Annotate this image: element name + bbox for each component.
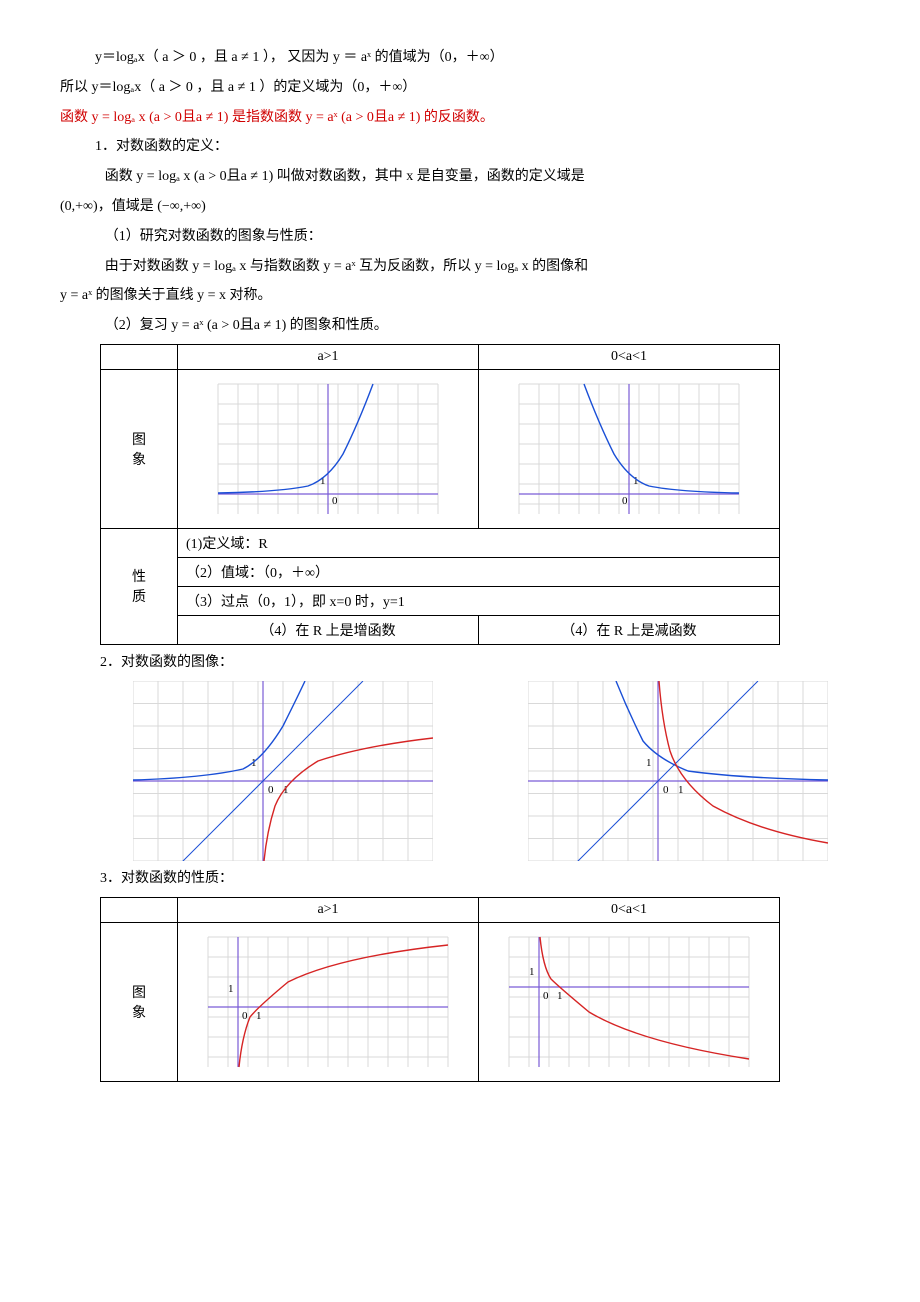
svg-text:1: 1: [228, 983, 234, 995]
intro-line2: 所以 y＝logₐx（ a ＞ 0 ，且 a ≠ 1 ）的定义域为（0，＋∞）: [60, 76, 860, 100]
svg-text:1: 1: [678, 784, 684, 796]
exp-chart-a-gt-1: 1 0: [178, 369, 479, 528]
sec1-p2: （1）研究对数函数的图象与性质：: [60, 225, 860, 249]
tbl1-prop2: （2）值域：（0，＋∞）: [178, 558, 779, 587]
sec1-p1: 函数 y = logₐ x (a > 0且a ≠ 1) 叫做对数函数，其中 x …: [60, 165, 860, 189]
log-inverse-a-gt-1: 0 1 1: [133, 681, 433, 861]
sec1-p4: （2）复习 y = aˣ (a > 0且a ≠ 1) 的图象和性质。: [60, 314, 860, 338]
log-chart-a-lt-1: 1 0 1: [479, 922, 780, 1081]
tbl1-props: (1)定义域：R （2）值域：（0，＋∞） （3）过点（0，1），即 x=0 时…: [178, 528, 780, 644]
svg-text:1: 1: [256, 1010, 262, 1022]
tbl1-prop1: (1)定义域：R: [178, 529, 779, 558]
svg-text:0: 0: [622, 495, 628, 507]
sec3-heading: 3．对数函数的性质：: [100, 867, 860, 891]
tbl3-row-img: 图象: [101, 922, 178, 1081]
tbl1-col1: a>1: [178, 344, 479, 369]
sec2-heading: 2．对数函数的图像：: [100, 651, 860, 675]
tbl1-row-prop: 性质: [101, 528, 178, 644]
svg-text:1: 1: [557, 990, 563, 1002]
log-chart-a-gt-1: 1 0 1: [178, 922, 479, 1081]
svg-text:1: 1: [646, 757, 652, 769]
table-exponential: a>1 0<a<1 图象 1 0: [100, 344, 780, 645]
svg-text:0: 0: [242, 1010, 248, 1022]
sec1-p1b: (0,+∞)，值域是 (−∞,+∞): [60, 195, 860, 219]
intro-line3-red: 函数 y = logₐ x (a > 0且a ≠ 1) 是指数函数 y = aˣ…: [60, 106, 860, 130]
tbl3-col1: a>1: [178, 897, 479, 922]
tbl1-row-img: 图象: [101, 369, 178, 528]
log-inverse-figures: 0 1 1 0 1 1: [100, 681, 860, 861]
svg-text:1: 1: [529, 966, 535, 978]
svg-text:0: 0: [332, 495, 338, 507]
sec1-p3a: 由于对数函数 y = logₐ x 与指数函数 y = aˣ 互为反函数，所以 …: [60, 255, 860, 279]
tbl1-prop4a: （4）在 R 上是增函数: [178, 616, 479, 644]
tbl1-prop4b: （4）在 R 上是减函数: [479, 616, 779, 644]
sec1-heading: 1．对数函数的定义：: [60, 135, 860, 159]
table-logarithm: a>1 0<a<1 图象 1 0 1: [100, 897, 780, 1082]
sec1-p3b: y = aˣ 的图像关于直线 y = x 对称。: [60, 284, 860, 308]
svg-text:0: 0: [268, 784, 274, 796]
tbl1-prop3: （3）过点（0，1），即 x=0 时，y=1: [178, 587, 779, 616]
intro-line1: y＝logₐx（ a ＞ 0 ，且 a ≠ 1 ）， 又因为 y ＝ aˣ 的值…: [60, 46, 860, 70]
log-inverse-a-lt-1: 0 1 1: [528, 681, 828, 861]
exp-chart-a-lt-1: 1 0: [479, 369, 780, 528]
svg-text:0: 0: [663, 784, 669, 796]
tbl1-col2: 0<a<1: [479, 344, 780, 369]
svg-text:0: 0: [543, 990, 549, 1002]
tbl3-col2: 0<a<1: [479, 897, 780, 922]
